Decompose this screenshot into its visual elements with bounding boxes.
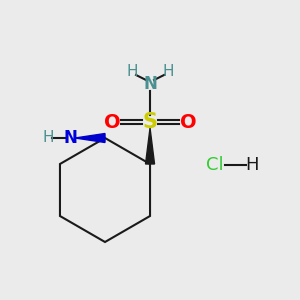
Text: O: O [180, 112, 196, 131]
Text: H: H [162, 64, 174, 80]
Text: N: N [63, 129, 77, 147]
Text: H: H [245, 156, 259, 174]
Polygon shape [146, 128, 154, 164]
Text: Cl: Cl [206, 156, 224, 174]
Text: N: N [143, 75, 157, 93]
Text: H: H [42, 130, 54, 146]
Text: O: O [104, 112, 120, 131]
Text: S: S [142, 112, 158, 132]
Text: H: H [126, 64, 138, 80]
Polygon shape [75, 134, 105, 142]
